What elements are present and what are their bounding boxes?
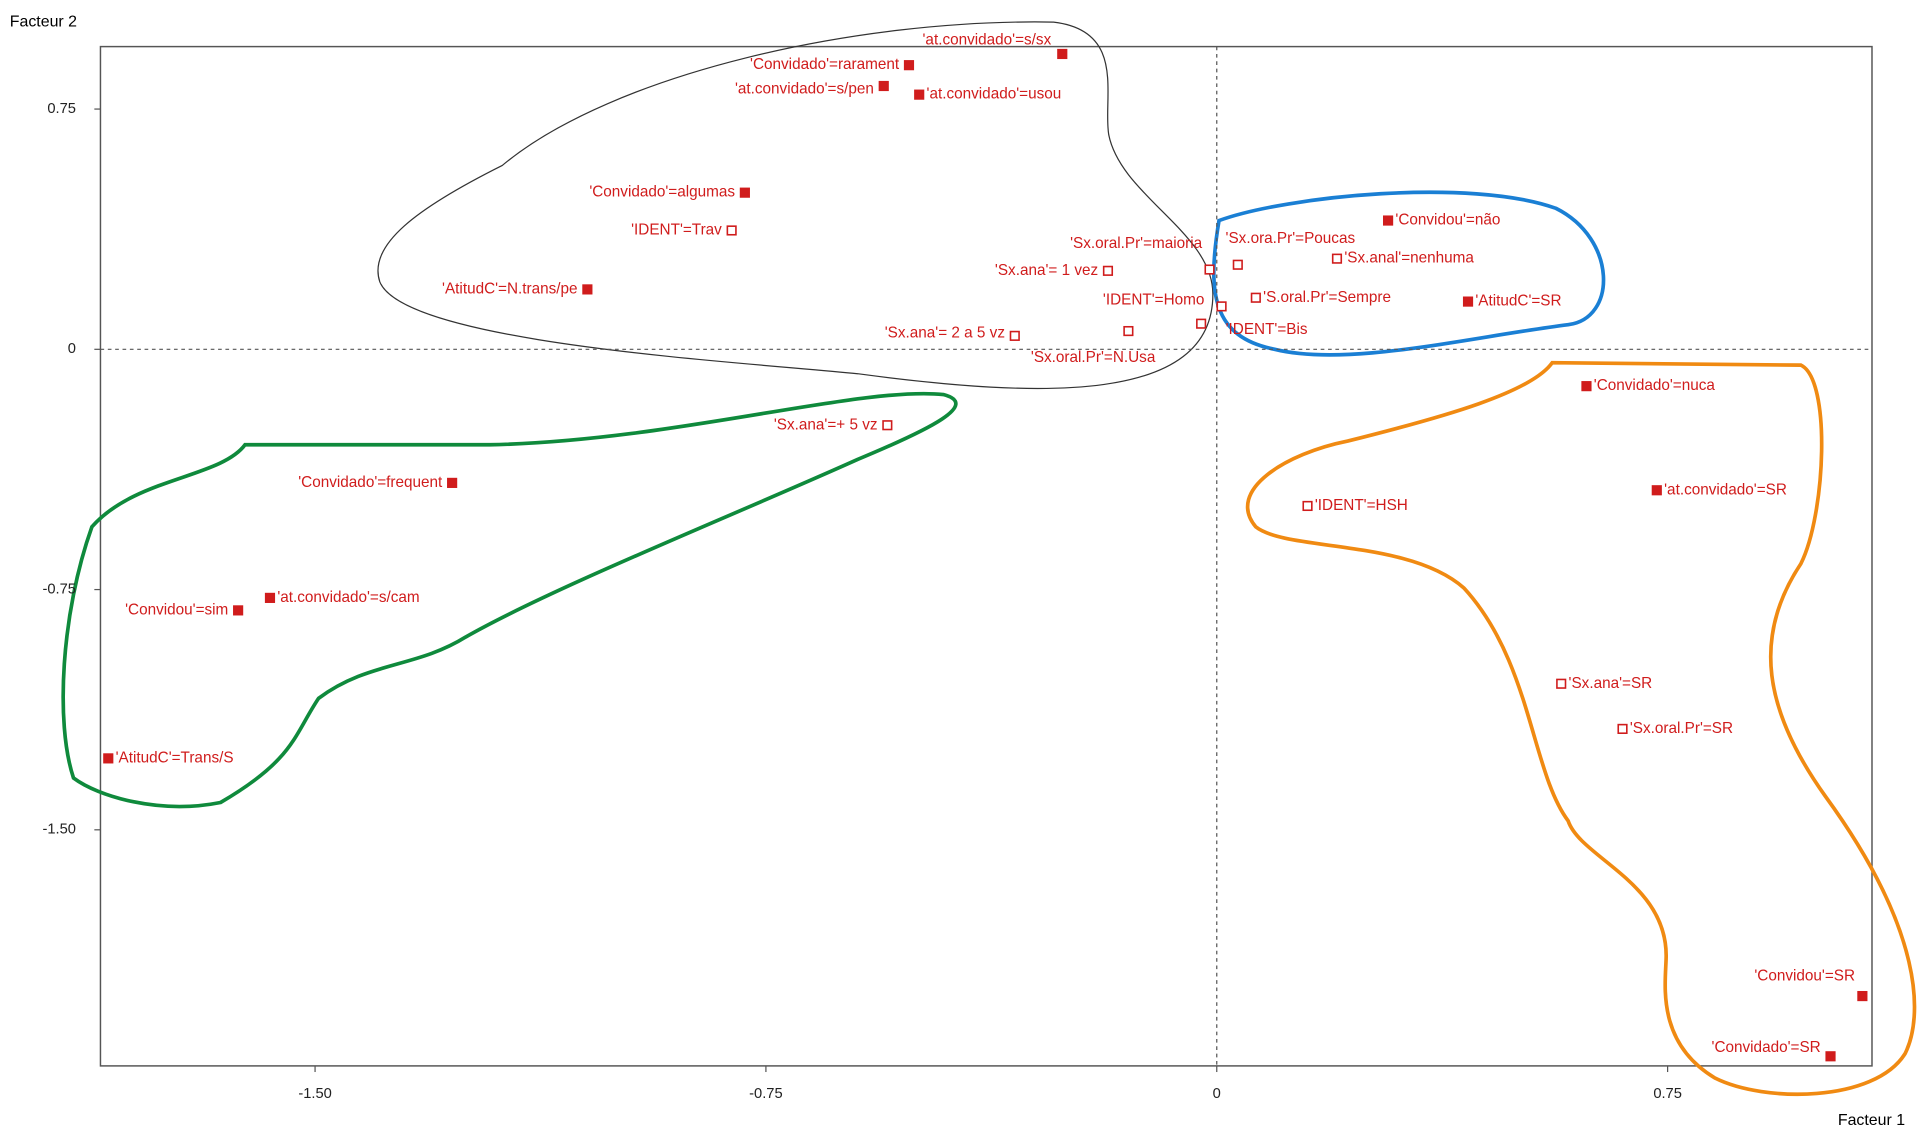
point-label: 'IDENT'=Bis xyxy=(1226,321,1308,338)
point-label: 'at.convidado'=s/cam xyxy=(277,589,419,606)
point xyxy=(1857,990,1868,1002)
y-tick-label: -1.50 xyxy=(42,822,75,838)
point-label: 'Sx.oral.Pr'=N.Usa xyxy=(1031,349,1156,366)
point-label: 'IDENT'=Homo xyxy=(1103,291,1204,308)
cluster-outline xyxy=(1245,360,1917,1097)
point-label: 'Convidou'=sim xyxy=(125,601,228,618)
point-label: 'Sx.ana'= 1 vez xyxy=(995,262,1098,279)
point-label: 'Sx.ora.Pr'=Poucas xyxy=(1226,230,1356,247)
cluster-outline xyxy=(61,391,958,809)
point-label: 'Convidou'=SR xyxy=(1754,968,1855,985)
x-tick-label: -0.75 xyxy=(749,1086,782,1102)
point-label: 'IDENT'=Trav xyxy=(631,222,722,239)
cluster-outline xyxy=(377,21,1214,390)
point xyxy=(1331,253,1343,264)
point xyxy=(882,420,893,431)
point xyxy=(1216,301,1227,312)
point-label: 'Sx.oral.Pr'=maioria xyxy=(1070,235,1203,252)
point xyxy=(878,80,889,92)
point xyxy=(582,284,593,295)
point-label: 'at.convidado'=SR xyxy=(1664,481,1787,498)
point-label: 'AtitudC'=Trans/S xyxy=(116,749,234,766)
point-label: 'Sx.ana'=+ 5 vz xyxy=(774,416,878,433)
point-label: 'Sx.oral.Pr'=SR xyxy=(1630,720,1733,737)
point xyxy=(1462,296,1474,307)
y-axis-label: Facteur 2 xyxy=(10,13,77,30)
point xyxy=(1057,48,1068,60)
x-tick-label: 0 xyxy=(1213,1086,1221,1102)
point xyxy=(1556,678,1567,689)
point xyxy=(103,753,114,764)
point xyxy=(1651,485,1662,496)
point xyxy=(447,477,458,488)
point-label: 'AtitudC'=N.trans/pe xyxy=(442,280,578,297)
point xyxy=(264,592,276,603)
point xyxy=(903,60,915,71)
point xyxy=(1196,318,1207,329)
point-label: 'Convidado'=frequent xyxy=(298,474,443,491)
point xyxy=(233,605,244,616)
point-label: 'IDENT'=HSH xyxy=(1315,497,1408,514)
x-tick-label: 0.75 xyxy=(1653,1086,1682,1102)
point xyxy=(1232,259,1243,270)
x-tick-label: -1.50 xyxy=(298,1086,331,1102)
point xyxy=(1302,500,1313,512)
point xyxy=(1123,325,1134,337)
point xyxy=(1250,292,1261,303)
point xyxy=(739,187,750,198)
point-label: 'AtitudC'=SR xyxy=(1475,293,1561,310)
point-label: 'Convidado'=algumas xyxy=(589,184,735,201)
point-label: 'at.convidado'=s/pen xyxy=(735,81,874,98)
point-label: 'S.oral.Pr'=Sempre xyxy=(1263,289,1391,306)
y-tick-label: -0.75 xyxy=(42,581,75,597)
point xyxy=(1102,265,1114,276)
point xyxy=(1825,1051,1836,1062)
point xyxy=(1617,723,1628,734)
point-label: 'Sx.anal'=nenhuma xyxy=(1344,250,1474,267)
point xyxy=(1204,264,1215,275)
point-label: 'Convidado'=SR xyxy=(1712,1039,1821,1056)
x-axis-label: Facteur 1 xyxy=(1838,1112,1905,1129)
point-label: 'Convidou'=não xyxy=(1395,212,1500,229)
point-label: 'Sx.ana'= 2 a 5 vz xyxy=(885,324,1005,341)
plot-frame xyxy=(99,45,1873,1067)
point-label: 'Sx.ana'=SR xyxy=(1569,675,1653,692)
y-tick-label: 0 xyxy=(68,341,76,357)
point-label: 'at.convidado'=s/sx xyxy=(923,32,1052,49)
point-label: 'at.convidado'=usou xyxy=(927,86,1062,103)
point xyxy=(914,89,925,100)
y-tick-label: 0.75 xyxy=(47,101,76,117)
point xyxy=(726,225,737,236)
point-label: 'Convidado'=rarament xyxy=(750,56,900,73)
point-label: 'Convidado'=nuca xyxy=(1594,377,1716,394)
cluster-outline xyxy=(1212,190,1606,357)
point xyxy=(1581,381,1592,392)
point xyxy=(1009,330,1020,341)
point xyxy=(1382,215,1394,226)
